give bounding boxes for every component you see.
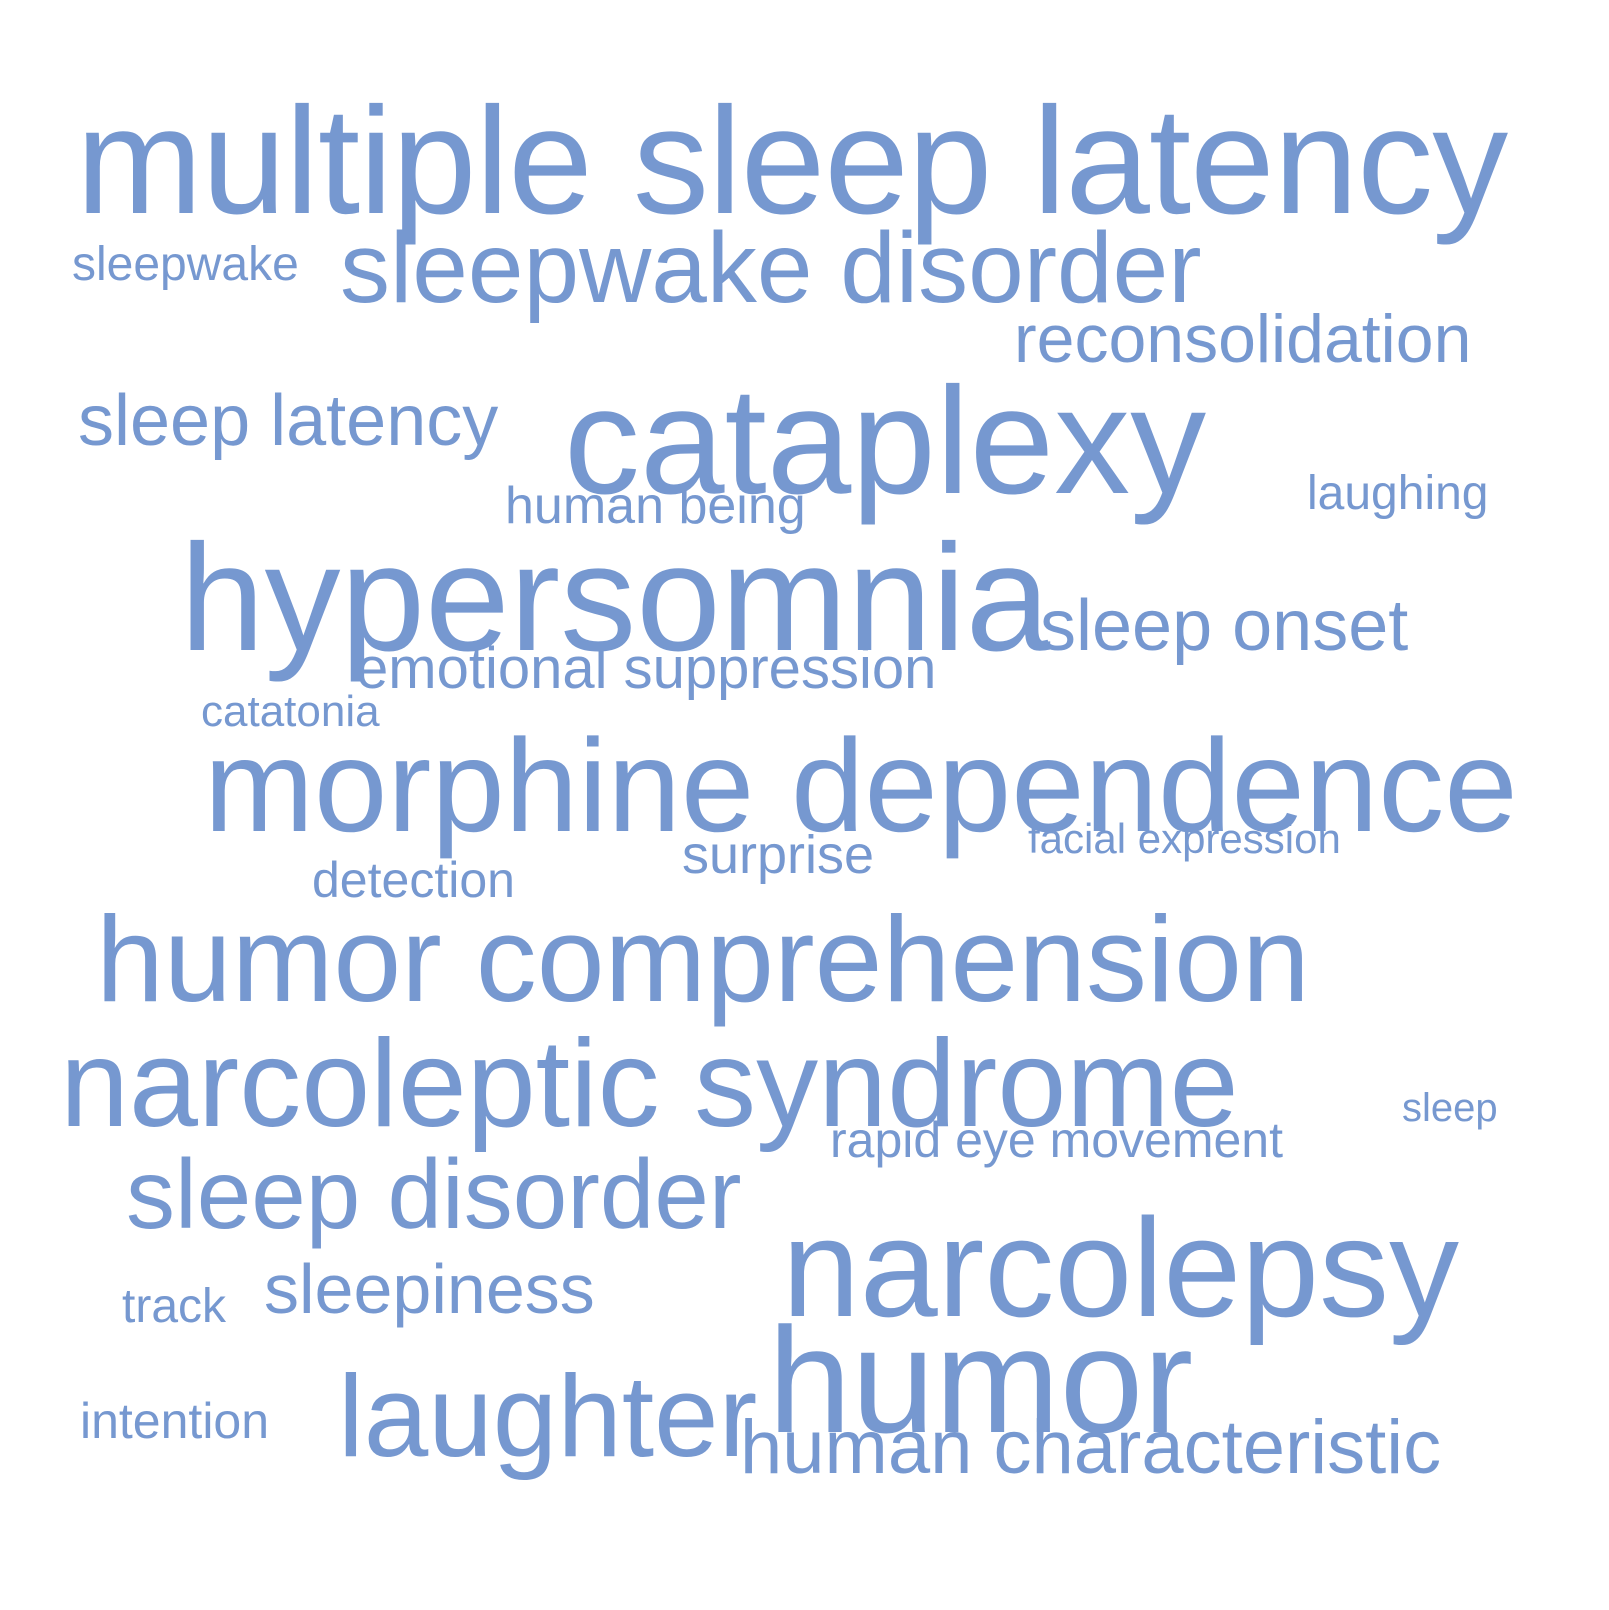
word-morphine-dependence: morphine dependence [204, 712, 1518, 859]
word-laughing: laughing [1307, 467, 1489, 520]
word-hypersomnia: hypersomnia [180, 513, 1051, 683]
word-emotional-suppression: emotional suppression [356, 636, 937, 701]
word-laughter: laughter [338, 1351, 758, 1481]
word-humor: humor [768, 1296, 1194, 1464]
word-sleepiness: sleepiness [264, 1250, 595, 1328]
word-intention: intention [80, 1393, 270, 1449]
word-sleepwake-disorder: sleepwake disorder [340, 212, 1202, 324]
word-cataplexy: cataplexy [564, 356, 1207, 526]
word-narcolepsy: narcolepsy [782, 1189, 1460, 1346]
word-catatonia: catatonia [201, 687, 380, 736]
word-sleep-onset: sleep onset [1040, 586, 1409, 666]
word-sleep-disorder: sleep disorder [126, 1139, 742, 1249]
word-humor-comprehension: humor comprehension [96, 891, 1310, 1027]
word-detection: detection [312, 852, 515, 908]
word-narcoleptic-syndrome: narcoleptic syndrome [60, 1015, 1239, 1153]
word-reconsolidation: reconsolidation [1014, 301, 1472, 377]
word-surprise: surprise [682, 825, 875, 885]
word-sleep-latency: sleep latency [78, 381, 499, 461]
word-human-characteristic: human characteristic [740, 1405, 1442, 1490]
word-track: track [122, 1280, 227, 1333]
word-sleepwake: sleepwake [72, 238, 299, 291]
word-human-being: human being [505, 477, 806, 535]
word-multiple-sleep-latency: multiple sleep latency [76, 76, 1508, 246]
word-sleep: sleep [1402, 1086, 1498, 1130]
word-rapid-eye-movement: rapid eye movement [830, 1112, 1284, 1168]
word-facial-expression: facial expression [1028, 815, 1341, 862]
